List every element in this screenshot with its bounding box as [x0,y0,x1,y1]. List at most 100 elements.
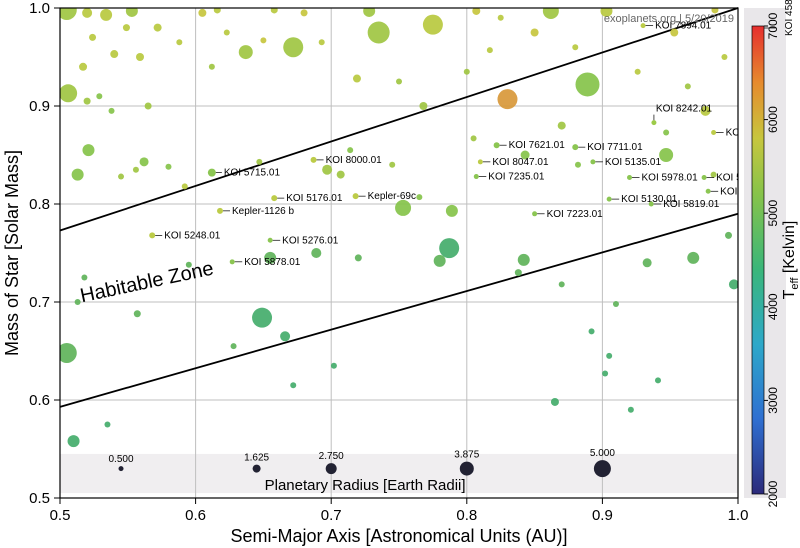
data-point [239,45,253,59]
data-point [100,9,112,21]
data-point [79,63,87,71]
point-label: KOI 5978.01 [642,173,699,184]
data-point [133,167,139,173]
data-point [311,248,321,258]
data-point [331,363,337,369]
colorbar-top-label: KOI 458.04 [784,0,795,36]
data-point [419,102,427,110]
labeled-data-point [627,175,632,180]
labeled-data-point [268,238,273,243]
labeled-data-point [532,211,537,216]
data-point [82,144,94,156]
data-point [136,53,144,61]
data-point [134,310,141,317]
data-point [165,164,171,170]
data-point [497,89,517,109]
size-legend-marker [253,465,261,473]
data-point [260,37,266,43]
data-point [559,281,565,287]
data-point [543,3,559,19]
labeled-data-point [478,159,483,164]
labeled-data-point [217,208,223,214]
data-point [471,135,477,141]
data-point [337,171,345,179]
svg-text:2000: 2000 [766,480,780,507]
data-point [602,371,608,377]
labeled-data-point [230,259,235,264]
labeled-data-point [607,197,612,202]
data-point [518,254,530,266]
data-point [209,64,215,70]
data-point [145,103,152,110]
data-point [126,5,138,17]
point-label: Kepler-69c [368,191,416,202]
labeled-data-point [311,157,317,163]
point-label: KOI 5878.01 [244,257,301,268]
point-label: KOI 7223.01 [547,209,604,220]
data-point [68,435,80,447]
data-point [75,299,81,305]
point-label: KOI 7621.01 [509,140,566,151]
svg-text:0.9: 0.9 [592,507,613,524]
point-label: KOI 8242.01 [656,104,713,115]
colorbar: Teff [Kelvin] KOI 458.04 200030004000500… [744,0,800,507]
colorbar-gradient [752,26,764,494]
data-point [416,194,422,200]
data-point [72,169,84,181]
data-point [59,84,77,102]
svg-text:0.5: 0.5 [50,507,71,524]
labeled-data-point [706,189,711,194]
data-point [498,15,504,21]
labeled-data-point [651,120,656,125]
svg-text:1.0: 1.0 [29,0,50,17]
size-legend-marker [460,462,474,476]
point-label: KOI 5135.01 [605,157,662,168]
credit-text: exoplanets.org | 5/20/2019 [604,13,734,25]
data-point [224,30,230,36]
data-point [368,22,390,44]
point-label: KOI 5819.01 [663,199,720,210]
labeled-data-point [572,144,578,150]
data-point [319,39,325,45]
size-legend-value: 2.750 [319,451,344,462]
data-point [464,69,470,75]
data-point [434,255,446,267]
data-point [663,129,669,135]
labeled-data-point [711,130,716,135]
svg-text:0.6: 0.6 [185,507,206,524]
svg-text:4000: 4000 [766,293,780,320]
svg-text:0.8: 0.8 [456,507,477,524]
data-point [531,29,539,37]
x-axis: 0.50.60.70.80.91.0 [50,498,749,524]
labeled-data-point [702,175,707,180]
data-point [322,165,332,175]
data-point [655,377,661,383]
data-point [515,269,522,276]
labeled-data-point [208,169,216,177]
data-point [104,422,110,428]
labeled-data-point [353,193,359,199]
data-point [290,382,296,388]
point-label: KOI 7235.01 [488,172,545,183]
data-point [635,69,641,75]
plot-area: KOI 7894.01KOI 8242.01KOI 5554.01KOI 762… [57,0,782,498]
point-label: KOI 5176.01 [286,193,343,204]
size-legend-value: 3.875 [454,450,479,461]
svg-text:1.0: 1.0 [728,507,749,524]
data-point [355,254,362,261]
data-point [140,157,149,166]
data-point [81,275,87,281]
svg-text:3000: 3000 [766,387,780,414]
data-point [182,183,188,189]
x-axis-label: Semi-Major Axis [Astronomical Units (AU)… [230,526,567,546]
data-point [280,331,290,341]
svg-text:7000: 7000 [766,12,780,39]
data-point [721,54,727,60]
labeled-data-point [649,202,654,207]
colorbar-track [744,8,786,498]
data-point [82,8,92,18]
svg-text:0.9: 0.9 [29,98,50,115]
labeled-data-point [271,195,277,201]
data-point [423,15,443,35]
size-legend-title: Planetary Radius [Earth Radii] [265,477,466,494]
